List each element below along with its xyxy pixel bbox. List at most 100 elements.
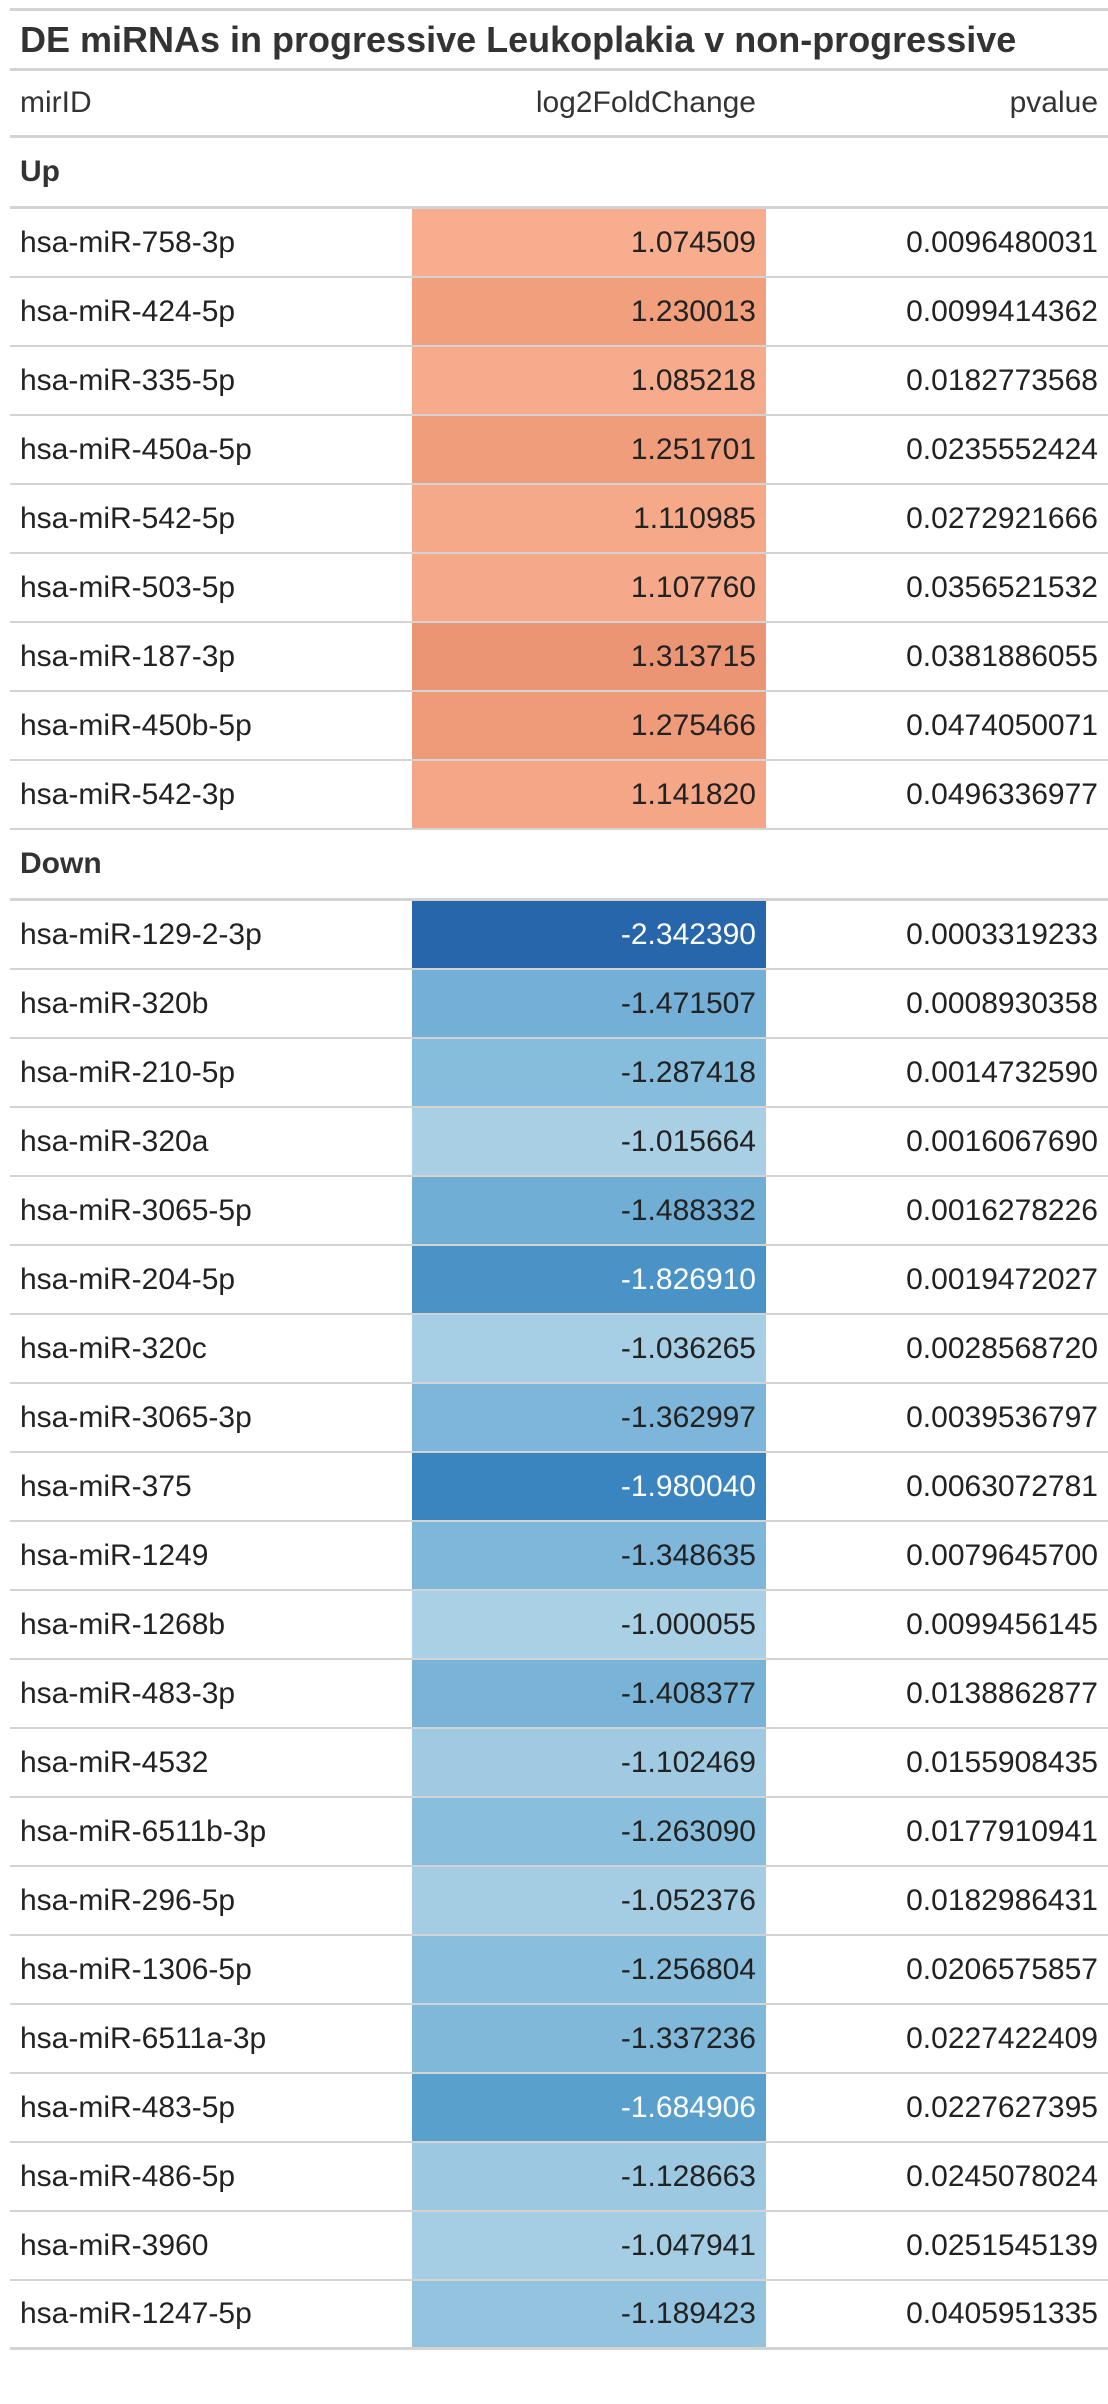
- pvalue-cell: 0.0405951335: [906, 2297, 1098, 2330]
- mirid-cell: hsa-miR-320c: [20, 1331, 207, 1365]
- table-row: hsa-miR-3960 -1.047941 0.0251545139: [10, 2212, 1108, 2281]
- pvalue-cell: 0.0016067690: [906, 1124, 1098, 1158]
- pvalue-cell: 0.0356521532: [906, 570, 1098, 604]
- table-row: hsa-miR-1249 -1.348635 0.0079645700: [10, 1522, 1108, 1591]
- table-row: hsa-miR-296-5p -1.052376 0.0182986431: [10, 1867, 1108, 1936]
- log2foldchange-cell: 1.110985: [412, 485, 766, 552]
- table-row: hsa-miR-320a -1.015664 0.0016067690: [10, 1108, 1108, 1177]
- pvalue-cell: 0.0381886055: [906, 639, 1098, 673]
- log2foldchange-cell: 1.251701: [412, 416, 766, 483]
- table-row: hsa-miR-1268b -1.000055 0.0099456145: [10, 1591, 1108, 1660]
- pvalue-cell: 0.0019472027: [906, 1262, 1098, 1296]
- table-row: hsa-miR-320c -1.036265 0.0028568720: [10, 1315, 1108, 1384]
- mirid-cell: hsa-miR-3065-3p: [20, 1400, 252, 1434]
- mirid-cell: hsa-miR-3960: [20, 2228, 209, 2262]
- mirid-cell: hsa-miR-296-5p: [20, 1883, 236, 1917]
- table-row: hsa-miR-483-3p -1.408377 0.0138862877: [10, 1660, 1108, 1729]
- log2foldchange-cell: -1.362997: [412, 1384, 766, 1451]
- mirid-cell: hsa-miR-1306-5p: [20, 1952, 252, 1986]
- pvalue-cell: 0.0235552424: [906, 432, 1098, 466]
- table-row: hsa-miR-204-5p -1.826910 0.0019472027: [10, 1246, 1108, 1315]
- table-row: hsa-miR-542-3p 1.141820 0.0496336977: [10, 761, 1108, 830]
- group-row-up: Up: [10, 138, 1108, 209]
- table-row: hsa-miR-483-5p -1.684906 0.0227627395: [10, 2074, 1108, 2143]
- log2foldchange-cell: -1.263090: [412, 1798, 766, 1865]
- log2foldchange-cell: -1.348635: [412, 1522, 766, 1589]
- pvalue-cell: 0.0474050071: [906, 708, 1098, 742]
- pvalue-cell: 0.0028568720: [906, 1331, 1098, 1365]
- pvalue-cell: 0.0008930358: [906, 986, 1098, 1020]
- pvalue-cell: 0.0227422409: [906, 2021, 1098, 2055]
- mirid-cell: hsa-miR-320b: [20, 986, 209, 1020]
- table-row: hsa-miR-424-5p 1.230013 0.0099414362: [10, 278, 1108, 347]
- table-row: hsa-miR-1247-5p -1.189423 0.0405951335: [10, 2281, 1108, 2350]
- column-header-row: mirID log2FoldChange pvalue: [10, 71, 1108, 138]
- pvalue-cell: 0.0079645700: [906, 1538, 1098, 1572]
- table-row: hsa-miR-450b-5p 1.275466 0.0474050071: [10, 692, 1108, 761]
- log2foldchange-cell: -1.102469: [412, 1729, 766, 1796]
- table-row: hsa-miR-375 -1.980040 0.0063072781: [10, 1453, 1108, 1522]
- log2foldchange-cell: 1.313715: [412, 623, 766, 690]
- log2foldchange-cell: -1.128663: [412, 2143, 766, 2210]
- group-label: Down: [20, 847, 102, 880]
- pvalue-cell: 0.0227627395: [906, 2090, 1098, 2124]
- log2foldchange-cell: 1.141820: [412, 761, 766, 828]
- pvalue-cell: 0.0182773568: [906, 363, 1098, 397]
- log2foldchange-cell: -1.826910: [412, 1246, 766, 1313]
- pvalue-cell: 0.0177910941: [906, 1814, 1098, 1848]
- table-row: hsa-miR-129-2-3p -2.342390 0.0003319233: [10, 901, 1108, 970]
- table-row: hsa-miR-542-5p 1.110985 0.0272921666: [10, 485, 1108, 554]
- pvalue-cell: 0.0206575857: [906, 1952, 1098, 1986]
- mirid-cell: hsa-miR-335-5p: [20, 363, 236, 397]
- table-row: hsa-miR-4532 -1.102469 0.0155908435: [10, 1729, 1108, 1798]
- pvalue-cell: 0.0272921666: [906, 501, 1098, 535]
- mirid-cell: hsa-miR-483-3p: [20, 1676, 236, 1710]
- log2foldchange-cell: -2.342390: [412, 901, 766, 968]
- mirid-cell: hsa-miR-424-5p: [20, 294, 236, 328]
- pvalue-cell: 0.0096480031: [906, 225, 1098, 259]
- table-row: hsa-miR-503-5p 1.107760 0.0356521532: [10, 554, 1108, 623]
- table-row: hsa-miR-450a-5p 1.251701 0.0235552424: [10, 416, 1108, 485]
- group-label: Up: [20, 155, 60, 188]
- pvalue-cell: 0.0016278226: [906, 1193, 1098, 1227]
- mirid-cell: hsa-miR-375: [20, 1469, 192, 1503]
- pvalue-cell: 0.0251545139: [906, 2228, 1098, 2262]
- pvalue-cell: 0.0245078024: [906, 2159, 1098, 2193]
- table-title: DE miRNAs in progressive Leukoplakia v n…: [10, 11, 1108, 71]
- log2foldchange-cell: -1.408377: [412, 1660, 766, 1727]
- table-row: hsa-miR-1306-5p -1.256804 0.0206575857: [10, 1936, 1108, 2005]
- table-body: Up hsa-miR-758-3p 1.074509 0.0096480031 hsa-…: [10, 138, 1108, 2350]
- log2foldchange-cell: -1.287418: [412, 1039, 766, 1106]
- table-row: hsa-miR-335-5p 1.085218 0.0182773568: [10, 347, 1108, 416]
- pvalue-cell: 0.0138862877: [906, 1676, 1098, 1710]
- log2foldchange-cell: -1.256804: [412, 1936, 766, 2003]
- mirid-cell: hsa-miR-129-2-3p: [20, 917, 262, 951]
- mirid-cell: hsa-miR-187-3p: [20, 639, 236, 673]
- log2foldchange-cell: -1.000055: [412, 1591, 766, 1658]
- log2foldchange-cell: 1.230013: [412, 278, 766, 345]
- mirid-cell: hsa-miR-1249: [20, 1538, 209, 1572]
- mirid-cell: hsa-miR-503-5p: [20, 570, 236, 604]
- log2foldchange-cell: -1.052376: [412, 1867, 766, 1934]
- pvalue-cell: 0.0155908435: [906, 1745, 1098, 1779]
- log2foldchange-cell: 1.085218: [412, 347, 766, 414]
- mirid-cell: hsa-miR-6511a-3p: [20, 2021, 267, 2055]
- log2foldchange-cell: -1.471507: [412, 970, 766, 1037]
- log2foldchange-cell: -1.036265: [412, 1315, 766, 1382]
- mirid-cell: hsa-miR-486-5p: [20, 2159, 236, 2193]
- mirid-cell: hsa-miR-542-3p: [20, 777, 236, 811]
- pvalue-cell: 0.0099414362: [906, 294, 1098, 328]
- mirid-cell: hsa-miR-483-5p: [20, 2090, 236, 2124]
- log2foldchange-cell: -1.189423: [412, 2281, 766, 2347]
- pvalue-cell: 0.0496336977: [906, 777, 1098, 811]
- table-row: hsa-miR-6511a-3p -1.337236 0.0227422409: [10, 2005, 1108, 2074]
- mirid-cell: hsa-miR-450a-5p: [20, 432, 252, 466]
- pvalue-cell: 0.0182986431: [906, 1883, 1098, 1917]
- mirid-cell: hsa-miR-1268b: [20, 1607, 226, 1641]
- table-row: hsa-miR-3065-5p -1.488332 0.0016278226: [10, 1177, 1108, 1246]
- group-row-down: Down: [10, 830, 1108, 901]
- log2foldchange-cell: -1.015664: [412, 1108, 766, 1175]
- top-rule: [10, 8, 1108, 11]
- log2foldchange-cell: 1.074509: [412, 209, 766, 276]
- log2foldchange-cell: 1.107760: [412, 554, 766, 621]
